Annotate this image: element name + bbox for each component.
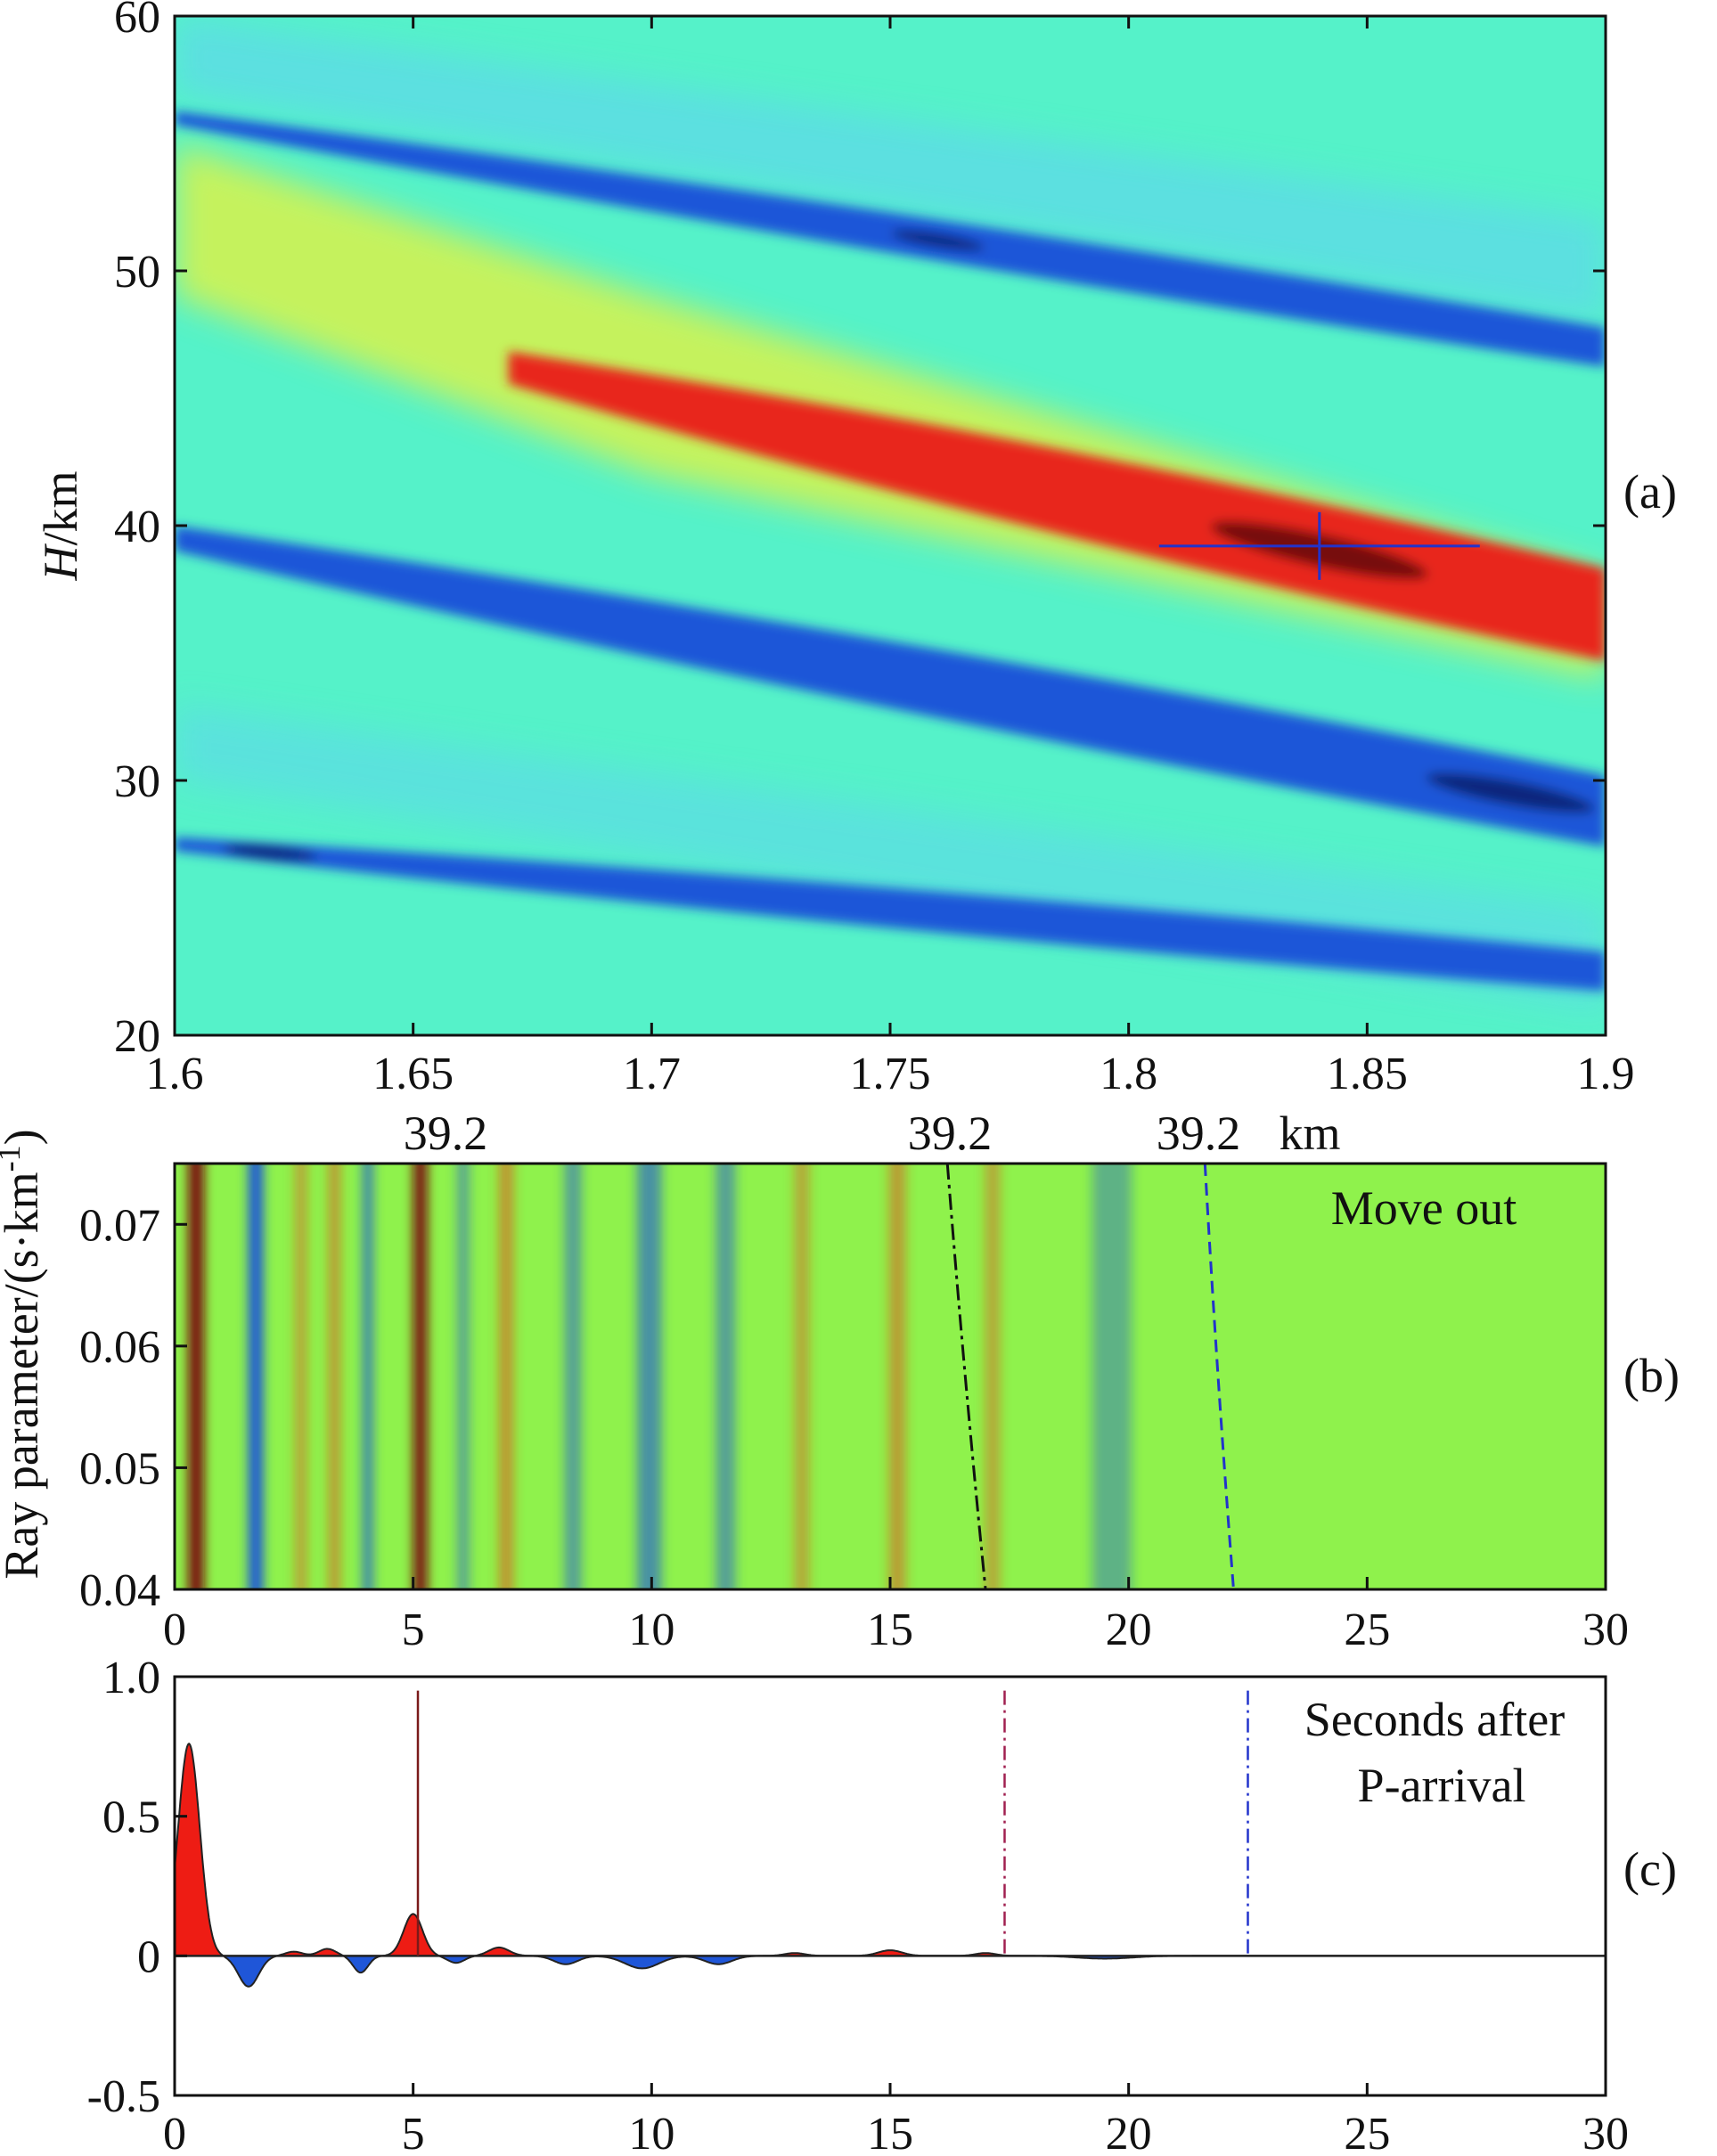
panel-a-ytick-label: 20 [114, 1011, 160, 1062]
panel-a-ylabel: H/km [34, 470, 87, 581]
panel-a: 1.6 1.65 1.7 1.75 1.8 1.85 1.9 20 30 40 50 60 H/km… [34, 0, 1677, 1099]
seconds-annotation-line2: P-arrival [1358, 1759, 1526, 1812]
panel-b-xtick-label: 10 [628, 1605, 675, 1655]
panel-a-xtick-label: 1.75 [850, 1049, 931, 1099]
moveout-band-11 [794, 1164, 810, 1589]
panel-b-ytick-label: 0.06 [79, 1322, 160, 1373]
panel-b-ytick-label: 0.07 [79, 1200, 160, 1251]
panel-a-ylabel-unit: /km [34, 470, 87, 545]
ridge-positive-0 [508, 351, 1606, 662]
panel-a-xtick-label: 1.6 [146, 1049, 204, 1099]
panel-b-xtick-label: 5 [402, 1605, 425, 1655]
panel-a-x-ticks: 1.6 1.65 1.7 1.75 1.8 1.85 1.9 [146, 16, 1635, 1099]
panel-a-y-ticks: 20 30 40 50 60 [114, 0, 1606, 1062]
panel-b-xtick-label: 20 [1106, 1605, 1152, 1655]
panel-c-xtick-label: 20 [1106, 2109, 1152, 2156]
panel-a-xtick-label: 1.65 [372, 1049, 454, 1099]
panel-b-x-ticks: 0 5 10 15 20 25 30 [163, 1577, 1629, 1655]
moveout-curves [945, 1163, 1235, 1590]
panel-c-xtick-label: 10 [628, 2109, 675, 2156]
ridge-core-3 [891, 230, 985, 250]
panel-c-ytick-label: -0.5 [87, 2071, 160, 2122]
phase-markers [416, 1690, 1249, 1956]
moveout-band-14 [1092, 1164, 1132, 1589]
panel-c-label: (c) [1623, 1842, 1677, 1896]
panel-c-ytick-label: 1.0 [102, 1653, 160, 1703]
panel-c-xtick-label: 5 [402, 2109, 425, 2156]
panel-b-heatmap [188, 1164, 1132, 1589]
panel-a-xtick-label: 1.8 [1100, 1049, 1157, 1099]
panel-a-xtick-label: 1.7 [623, 1049, 681, 1099]
panel-a-ytick-label: 40 [114, 502, 160, 552]
panel-b-ytick-label: 0.04 [79, 1565, 160, 1616]
moveout-band-0 [188, 1164, 204, 1589]
ridge-core-2 [223, 845, 317, 862]
panel-c: 0 5 10 15 20 25 30 1.00.50-0.5 Seconds after P… [87, 1653, 1677, 2156]
panel-c-xtick-label: 25 [1344, 2109, 1390, 2156]
panel-b-ylabel: Ray parameter/(s·km-1) [0, 1129, 48, 1579]
ridge-negative-3 [175, 110, 1606, 367]
panel-a-ytick-label: 30 [114, 756, 160, 807]
seconds-annotation-line1: Seconds after [1304, 1693, 1565, 1746]
panel-c-y-ticks: 1.0 0.5 0 -0.5 [87, 1653, 187, 2122]
best-fit-marker [1158, 511, 1480, 580]
moveout-curve-0 [945, 1163, 987, 1590]
panel-a-label: (a) [1623, 465, 1677, 519]
panel-a-heatmap [175, 16, 1606, 1010]
panel-b-ylabel-main: Ray parameter/(s·km [0, 1172, 48, 1579]
panel-b-ylabel-end: ) [0, 1129, 48, 1145]
moveout-band-13 [985, 1164, 1001, 1589]
panel-c-xtick-label: 15 [867, 2109, 913, 2156]
panel-a-xtick-label: 1.85 [1327, 1049, 1408, 1099]
moveout-band-5 [413, 1164, 428, 1589]
panel-a-ylabel-h: H [34, 543, 87, 582]
moveout-band-2 [294, 1164, 307, 1589]
moveout-band-6 [457, 1164, 470, 1589]
panel-b-ytick-label: 0.05 [79, 1443, 160, 1494]
panel-b: 0 5 10 15 20 25 30 0.040.050.060.07 39.2 39.2 … [0, 1107, 1680, 1655]
ridge-negative-2 [175, 837, 1606, 992]
moveout-band-7 [498, 1164, 514, 1589]
panel-b-xtick-label: 25 [1344, 1605, 1390, 1655]
panel-b-xtick-label: 30 [1582, 1605, 1629, 1655]
moveout-band-9 [636, 1164, 662, 1589]
panel-b-xtick-label: 15 [867, 1605, 913, 1655]
panel-b-ylabel-sup: -1 [0, 1145, 27, 1172]
panel-b-xtick-label: 0 [163, 1605, 186, 1655]
moveout-band-4 [362, 1164, 373, 1589]
moveout-band-12 [888, 1164, 906, 1589]
panel-c-ytick-label: 0 [137, 1931, 160, 1982]
panel-a-xtick-label: 1.9 [1577, 1049, 1635, 1099]
panel-c-background [175, 1677, 1606, 2095]
ridge-negative-1 [175, 526, 1606, 847]
cyan-band-upper [175, 16, 1606, 323]
top-label-unit: km [1279, 1107, 1340, 1160]
panel-c-xtick-label: 30 [1582, 2109, 1629, 2156]
moveout-band-3 [328, 1164, 341, 1589]
panel-b-label: (b) [1623, 1349, 1680, 1402]
ridge-core-1 [1426, 772, 1595, 813]
top-label-2: 39.2 [908, 1107, 993, 1160]
panel-b-bands [188, 1164, 1132, 1589]
receiver-function-trace [174, 1742, 1606, 1988]
moveout-band-10 [715, 1164, 736, 1589]
panel-a-ytick-label: 60 [114, 0, 160, 43]
panel-a-ridges [175, 110, 1606, 992]
panel-b-y-ticks: 0.04 0.05 0.06 0.07 [79, 1200, 187, 1616]
top-label-3: 39.2 [1157, 1107, 1241, 1160]
moveout-annotation: Move out [1331, 1181, 1517, 1235]
panel-c-x-ticks: 0 5 10 15 20 25 30 [163, 2083, 1629, 2156]
top-label-1: 39.2 [404, 1107, 488, 1160]
panel-a-ytick-label: 50 [114, 247, 160, 298]
moveout-band-8 [564, 1164, 582, 1589]
panel-c-xtick-label: 0 [163, 2109, 186, 2156]
moveout-band-1 [248, 1164, 264, 1589]
panel-c-ytick-label: 0.5 [102, 1793, 160, 1843]
